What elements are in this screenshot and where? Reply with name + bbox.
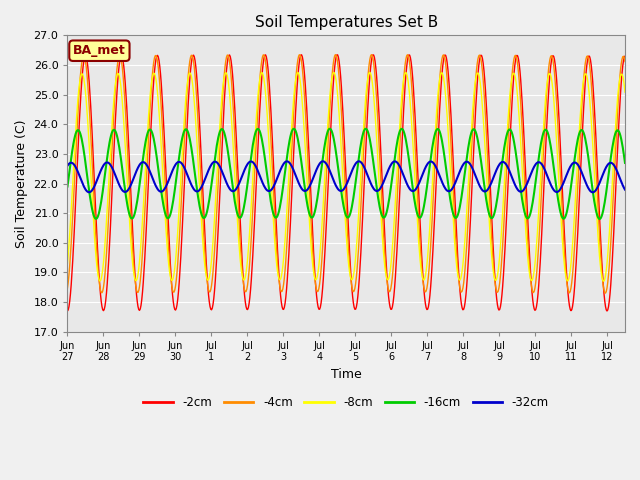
-2cm <box>621 53 629 59</box>
-8cm <box>621 89 629 95</box>
-4cm <box>602 290 609 296</box>
-16cm <box>66 166 74 172</box>
-16cm <box>478 163 486 169</box>
-16cm <box>141 139 149 145</box>
-4cm <box>141 195 149 201</box>
-16cm <box>301 189 309 195</box>
X-axis label: Time: Time <box>331 368 362 381</box>
Line: -8cm: -8cm <box>67 72 625 281</box>
-8cm <box>600 278 607 284</box>
-8cm <box>330 70 338 75</box>
Line: -4cm: -4cm <box>67 55 625 293</box>
-32cm <box>621 187 629 192</box>
-32cm <box>63 163 71 168</box>
-2cm <box>323 204 331 210</box>
-8cm <box>141 164 149 170</box>
-4cm <box>301 108 309 113</box>
-32cm <box>589 190 596 195</box>
-4cm <box>332 52 339 58</box>
-4cm <box>478 61 486 67</box>
-2cm <box>302 94 310 100</box>
-32cm <box>141 161 149 167</box>
-16cm <box>323 133 330 139</box>
-8cm <box>66 231 74 237</box>
-16cm <box>596 216 604 222</box>
-8cm <box>465 183 472 189</box>
-4cm <box>621 59 629 64</box>
-8cm <box>301 146 309 152</box>
-32cm <box>465 159 472 165</box>
-4cm <box>66 263 74 269</box>
Legend: -2cm, -4cm, -8cm, -16cm, -32cm: -2cm, -4cm, -8cm, -16cm, -32cm <box>139 391 554 413</box>
-2cm <box>465 261 472 266</box>
-8cm <box>63 260 71 266</box>
-16cm <box>621 160 629 166</box>
-16cm <box>63 184 71 190</box>
Line: -32cm: -32cm <box>67 161 625 192</box>
-8cm <box>323 146 330 152</box>
-2cm <box>141 242 149 248</box>
-4cm <box>465 216 472 222</box>
-2cm <box>66 299 74 304</box>
Line: -16cm: -16cm <box>67 129 625 219</box>
Y-axis label: Soil Temperature (C): Soil Temperature (C) <box>15 119 28 248</box>
-32cm <box>355 158 362 164</box>
-16cm <box>465 145 472 151</box>
-32cm <box>478 186 486 192</box>
-16cm <box>326 126 334 132</box>
-2cm <box>298 52 305 58</box>
-32cm <box>323 161 330 167</box>
-32cm <box>66 160 74 166</box>
Title: Soil Temperatures Set B: Soil Temperatures Set B <box>255 15 438 30</box>
-8cm <box>478 94 486 100</box>
-4cm <box>63 285 71 291</box>
Text: BA_met: BA_met <box>73 44 126 57</box>
-2cm <box>63 308 71 314</box>
Line: -2cm: -2cm <box>67 55 625 311</box>
-32cm <box>301 188 309 194</box>
-2cm <box>478 53 486 59</box>
-4cm <box>323 174 330 180</box>
